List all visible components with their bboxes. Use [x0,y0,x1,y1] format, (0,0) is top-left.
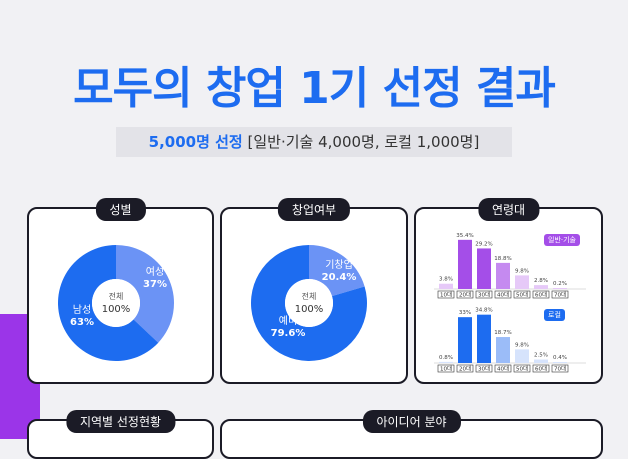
age-local-bar-value: 0.4% [553,355,567,361]
age-general-bar [553,288,567,289]
age-local-bar-value: 9.8% [515,342,529,348]
age-local-bar [496,337,510,363]
age-general-bar [534,285,548,289]
gender-panel-title: 성별 [95,198,146,221]
age-local-tick-label: 40대 [497,365,509,373]
age-general-tick-box [532,290,550,299]
startup-hole [285,279,333,327]
age-general-tick-box [456,290,474,299]
age-general-bar [458,239,472,289]
age-general-bar [439,283,453,289]
gender-slice-label: 남성 [73,304,91,316]
gender-slice [57,245,159,361]
age-local-tick-label: 50대 [516,365,528,373]
age-local-tick-box [437,364,455,373]
legend-local: 로컬 [544,309,565,321]
age-local-bar-value: 34.8% [475,308,492,314]
subtitle-detail: [일반·기술 4,000명, 로컬 1,000명] [247,133,480,151]
legend-general: 일반·기술 [544,234,580,246]
age-panel: 연령대 3.8% 10대 35.4% 20대 29.2% 30대 18.8% 40대 9.8% 5… [414,198,603,384]
age-local-tick-box [456,364,474,373]
age-general-tick-label: 30대 [478,291,490,299]
age-general-tick-label: 10대 [440,291,452,299]
age-general-bar-value: 0.2% [553,281,567,287]
age-general-tick-label: 50대 [516,291,528,299]
gender-panel: 성별 여성 37% 남성 63% 전체 100% [27,198,214,384]
age-general-bar-value: 2.8% [534,278,548,284]
age-general-tick-label: 60대 [535,291,547,299]
age-general-bar [515,275,529,289]
age-general-tick-box [551,290,569,299]
startup-panel: 창업여부 기창업 20.4% 예비 79.6% 전체 100% [220,198,408,384]
age-local-bar [458,317,472,363]
age-local-tick-box [513,364,531,373]
page-title: 모두의 창업 1기 선정 결과 [73,63,556,114]
age-general-bar-value: 29.2% [475,241,492,247]
age-local-bar [477,314,491,363]
age-local-bar [439,361,453,363]
startup-center-value: 100% [295,304,324,315]
gender-center-label: 전체 [109,291,124,301]
age-local-tick-label: 20대 [459,365,471,373]
age-general-bar [496,262,510,289]
gender-slice-value: 37% [143,279,167,290]
startup-slice [251,245,367,361]
startup-slice-value: 79.6% [271,328,306,339]
age-local-tick-label: 70대 [554,365,566,373]
age-local-tick-box [475,364,493,373]
age-local-tick-box [494,364,512,373]
age-local-bar [553,362,567,363]
age-general-bar-value: 35.4% [456,233,473,239]
age-local-tick-label: 30대 [478,365,490,373]
age-general-tick-box [494,290,512,299]
startup-slice-value: 20.4% [322,272,357,283]
age-panel-title: 연령대 [477,198,540,221]
age-general-tick-box [475,290,493,299]
age-local-bar [534,359,548,363]
gender-slice [116,245,174,343]
age-local-bar-value: 33% [459,310,471,316]
subtitle-box: 5,000명 선정 [일반·기술 4,000명, 로컬 1,000명] [116,127,512,157]
age-local-bar [515,349,529,363]
startup-center-label: 전체 [302,291,317,301]
region-panel: 지역별 선정현황 [27,410,214,459]
gender-hole [92,279,140,327]
age-general-tick-box [513,290,531,299]
age-local-bar-value: 18.7% [494,330,511,336]
age-local-tick-label: 60대 [535,365,547,373]
age-general-bar [477,248,491,289]
age-general-bar-value: 18.8% [494,256,511,262]
age-general-bar-value: 3.8% [439,277,453,283]
age-local-tick-label: 10대 [440,365,452,373]
idea-panel: 아이디어 분야 [220,410,603,459]
age-local-tick-box [551,364,569,373]
startup-slice [309,245,365,297]
age-general-bar-value: 9.8% [515,268,529,274]
age-general-tick-label: 70대 [554,291,566,299]
age-local-bar-value: 0.8% [439,355,453,361]
gender-slice-label: 여성 [146,266,164,278]
age-bar-charts: 3.8% 10대 35.4% 20대 29.2% 30대 18.8% 40대 9.8% 50대 2.… [434,233,586,373]
age-local-tick-box [532,364,550,373]
startup-panel-title: 창업여부 [277,198,351,221]
age-general-tick-label: 40대 [497,291,509,299]
startup-slice-label: 기창업 [325,258,353,271]
idea-panel-title: 아이디어 분야 [362,410,461,433]
subtitle-highlight: 5,000명 선정 [148,133,243,151]
age-local-bar-value: 2.5% [534,353,548,359]
gender-slice-value: 63% [70,317,94,328]
age-general-tick-label: 20대 [459,291,471,299]
age-general-tick-box [437,290,455,299]
region-panel-title: 지역별 선정현황 [65,410,176,433]
gender-center-value: 100% [102,304,131,315]
